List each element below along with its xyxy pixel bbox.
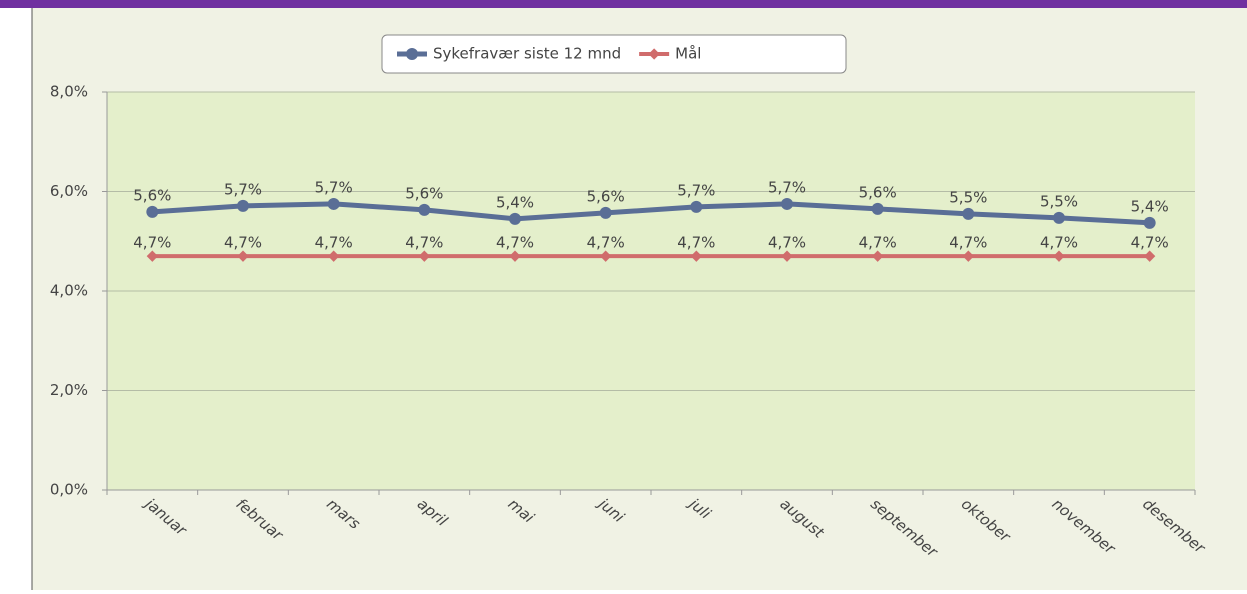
point [781,197,793,210]
y-tick-label: 8,0% [50,83,88,101]
data-label: 4,7% [677,234,715,252]
y-tick-label: 0,0% [50,481,88,499]
data-label: 4,7% [768,234,806,252]
data-label: 4,7% [133,234,171,252]
legend-label: Mål [675,45,701,63]
data-label: 4,7% [1131,234,1169,252]
data-label: 5,7% [768,178,806,196]
point [237,250,249,262]
data-label: 4,7% [405,234,443,252]
data-label: 5,6% [587,187,625,205]
data-label: 5,5% [1040,192,1078,210]
header-bar [0,0,1247,8]
point [509,212,521,225]
data-label: 5,6% [859,183,897,201]
y-tick-label: 2,0% [50,381,88,399]
series-line [152,201,1150,226]
data-label: 4,7% [496,234,534,252]
data-label: 4,7% [949,234,987,252]
point [962,207,975,220]
data-label: 5,4% [1131,197,1169,215]
point [146,205,159,218]
y-tick-label: 6,0% [50,182,88,200]
data-label: 5,4% [496,193,534,211]
data-label: 5,7% [224,180,262,198]
data-label: 5,6% [405,184,443,202]
point [146,250,158,262]
point [1053,211,1065,224]
legend-marker [406,48,418,60]
point [237,199,249,212]
legend-marker [648,48,660,60]
data-label: 5,5% [949,188,987,206]
y-tick-label: 4,0% [50,282,88,300]
point [871,202,884,215]
data-label: 4,7% [587,234,625,252]
point [418,203,431,216]
point [327,197,340,210]
data-label: 5,6% [133,186,171,204]
data-label: 4,7% [1040,234,1078,252]
data-label: 5,7% [315,178,353,196]
point [599,206,612,219]
point [1143,216,1156,229]
data-label: 4,7% [224,234,262,252]
legend-label: Sykefravær siste 12 mnd [433,45,621,63]
data-label: 4,7% [315,234,353,252]
data-label: 4,7% [859,234,897,252]
legend [381,34,847,74]
data-label: 5,7% [677,181,715,199]
point [690,200,703,213]
